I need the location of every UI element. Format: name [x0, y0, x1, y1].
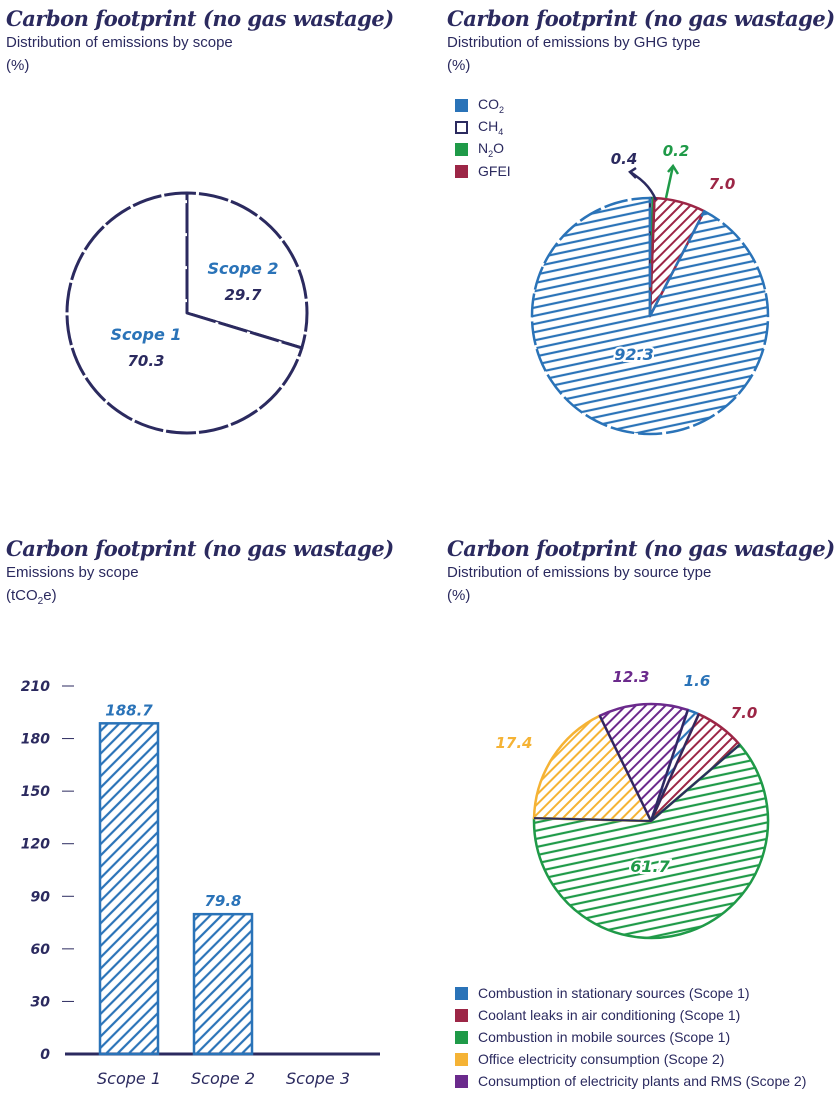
legend-item: CH4	[455, 116, 511, 138]
unit-main: (tCO	[6, 587, 38, 604]
chart-subtitle: Distribution of emissions by source type	[447, 564, 712, 581]
legend-swatch	[455, 1008, 468, 1022]
arrow-head-ch4	[628, 166, 637, 179]
legend-label: Combustion in stationary sources (Scope …	[478, 985, 750, 1001]
slice-divider	[534, 817, 652, 822]
legend-item: N2O	[455, 138, 511, 160]
source-pie-chart: 1.6 7.0 61.7 17.4 12.3	[495, 668, 770, 940]
pie-slice-2	[65, 191, 304, 435]
scope-pie-chart: Scope 2 29.7 Scope 1 70.3	[65, 191, 309, 435]
pie-slice-4	[530, 196, 770, 436]
chart-title: Carbon footprint (no gas wastage)	[447, 536, 835, 561]
x-tick-label: Scope 1	[97, 1069, 161, 1088]
bar	[98, 722, 160, 1056]
y-tick-label: 90	[31, 889, 51, 905]
slice-value-label: 0.2	[663, 142, 690, 160]
y-tick-label: 60	[31, 942, 51, 958]
legend-swatch	[455, 120, 468, 134]
chart-title: Carbon footprint (no gas wastage)	[6, 6, 394, 31]
slice-value-label: 0.4	[611, 150, 638, 168]
chart-title: Carbon footprint (no gas wastage)	[447, 6, 835, 31]
legend-item: GFEI	[455, 160, 511, 182]
slice-value-label: 61.7	[630, 857, 670, 876]
y-tick-label: 0	[40, 1047, 50, 1063]
chart-subtitle: Distribution of emissions by scope	[6, 34, 233, 51]
y-tick-label: 120	[21, 837, 50, 853]
chart-subtitle: Distribution of emissions by GHG type	[447, 34, 701, 51]
legend-swatch	[455, 986, 468, 1000]
bar	[192, 912, 254, 1056]
slice-divider	[598, 715, 652, 822]
slice-value-label: 17.4	[495, 734, 532, 752]
chart-title: Carbon footprint (no gas wastage)	[6, 536, 394, 561]
legend-label: Coolant leaks in air conditioning (Scope…	[478, 1007, 741, 1023]
legend-item: Consumption of electricity plants and RM…	[455, 1070, 806, 1092]
slice-value-label: 70.3	[127, 352, 164, 370]
x-tick-label: Scope 3	[286, 1069, 350, 1088]
legend-label: GFEI	[478, 163, 511, 179]
slice-category-label: Scope 1	[110, 325, 181, 344]
y-tick-label: 30	[31, 994, 51, 1010]
slice-value-label: 7.0	[709, 175, 736, 193]
chart-subtitle: Emissions by scope	[6, 564, 139, 581]
slice-divider	[650, 709, 689, 822]
legend-swatch	[455, 98, 468, 112]
legend-swatch	[455, 142, 468, 156]
legend-item: CO2	[455, 94, 511, 116]
pie-slice-4	[532, 714, 653, 823]
pie-slice-1	[185, 191, 309, 350]
slice-divider	[650, 743, 741, 822]
chart-unit: (%)	[447, 587, 471, 604]
panel-scope-distribution: Carbon footprint (no gas wastage) Distri…	[6, 6, 394, 74]
panel-source-distribution: Carbon footprint (no gas wastage) Distri…	[447, 536, 835, 604]
bar-value-label: 188.7	[105, 701, 153, 719]
panel-ghg-distribution: Carbon footprint (no gas wastage) Distri…	[447, 6, 835, 74]
bar-value-label: 79.8	[204, 892, 241, 910]
slice-value-label: 7.0	[731, 704, 758, 722]
legend-label: Office electricity consumption (Scope 2)	[478, 1051, 725, 1067]
legend-swatch	[455, 1052, 468, 1066]
chart-unit: (%)	[6, 57, 30, 74]
legend-swatch	[455, 1030, 468, 1044]
arrow-head-n2o	[667, 163, 680, 175]
legend-label: N2O	[478, 139, 505, 159]
legend-item: Office electricity consumption (Scope 2)	[455, 1048, 806, 1070]
legend-swatch	[455, 164, 468, 178]
legend-swatch	[455, 1074, 468, 1088]
slice-value-label: 92.3	[614, 345, 653, 364]
panel-emissions-by-scope: Carbon footprint (no gas wastage) Emissi…	[6, 536, 394, 607]
unit-tail: e)	[43, 587, 57, 604]
arrow-n2o	[664, 165, 675, 199]
legend-item: Coolant leaks in air conditioning (Scope…	[455, 1004, 806, 1026]
chart-unit: (%)	[447, 57, 471, 74]
slice-divider	[650, 713, 700, 822]
unit-sub: 2	[37, 596, 44, 607]
ghg-pie-chart: 0.4 0.2 7.0 92.3	[530, 142, 770, 436]
ghg-legend: CO2 CH4 N2O GFEI	[455, 94, 511, 182]
legend-item: Combustion in mobile sources (Scope 1)	[455, 1026, 806, 1048]
legend-label: CO2	[478, 95, 505, 115]
y-tick-label: 150	[21, 784, 50, 800]
slice-category-label: Scope 2	[207, 259, 278, 278]
slice-value-label: 12.3	[612, 668, 649, 686]
legend-item: Combustion in stationary sources (Scope …	[455, 982, 806, 1004]
legend-label: Combustion in mobile sources (Scope 1)	[478, 1029, 731, 1045]
pie-slice-3	[532, 743, 770, 940]
legend-label: Consumption of electricity plants and RM…	[478, 1073, 807, 1089]
slice-value-label: 29.7	[224, 286, 262, 304]
pie-slice-5	[598, 702, 690, 823]
chart-unit: (tCO2e)	[6, 587, 394, 607]
slice-value-label: 1.6	[684, 672, 711, 690]
legend-label: CH4	[478, 117, 504, 137]
scope-bar-chart: 0 30 60 90 120 150 180 210 188.7 Scope 1 79.8 Scope…	[21, 679, 380, 1088]
x-tick-label: Scope 2	[191, 1069, 255, 1088]
source-legend: Combustion in stationary sources (Scope …	[455, 982, 806, 1092]
y-tick-label: 210	[21, 679, 50, 695]
y-tick-label: 180	[21, 732, 50, 748]
